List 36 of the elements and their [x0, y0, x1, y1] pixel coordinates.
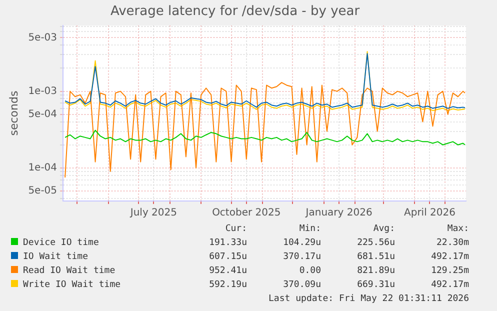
text: 681.51u — [356, 251, 396, 264]
text: Min: — [298, 223, 322, 236]
text: 370.17u — [282, 251, 322, 264]
text: 669.31u — [356, 279, 396, 292]
text: 0.00 — [298, 265, 322, 278]
text: Cur: — [224, 223, 248, 236]
y-tick-label: 5e-03 — [28, 32, 58, 44]
y-tick-label: 5e-04 — [28, 108, 58, 120]
text: 104.29u — [282, 237, 322, 250]
x-tick-label: April 2026 — [404, 208, 456, 219]
text: 22.30m — [435, 237, 470, 250]
y-tick-label: 1e-04 — [28, 162, 58, 174]
legend-label: Write IO Wait time — [22, 279, 122, 292]
text: 225.56u — [356, 237, 396, 250]
text: 191.33u — [208, 237, 248, 250]
text: 952.41u — [208, 265, 248, 278]
text: 492.17m — [430, 279, 470, 292]
text: 370.09u — [282, 279, 322, 292]
x-tick-label: October 2025 — [212, 208, 281, 219]
text: 492.17m — [430, 251, 470, 264]
text: 821.89u — [356, 265, 396, 278]
text: Avg: — [372, 223, 396, 236]
chart-title: Average latency for /dev/sda - by year — [110, 4, 360, 20]
y-tick-label: 1e-03 — [28, 86, 58, 97]
x-tick-label: July 2025 — [129, 208, 178, 219]
text: 592.19u — [208, 279, 248, 292]
y-axis-title: seconds — [7, 90, 20, 136]
legend-label: IO Wait time — [22, 251, 90, 264]
legend-label: Device IO time — [22, 237, 100, 250]
text: 129.25m — [430, 265, 470, 278]
text: 607.15u — [208, 251, 248, 264]
text: Max: — [446, 223, 470, 236]
y-tick-label: 5e-05 — [28, 186, 58, 197]
legend-label: Read IO Wait time — [22, 265, 116, 278]
text: Last update: Fri May 22 01:31:11 2026 — [268, 293, 470, 306]
x-tick-label: January 2026 — [304, 208, 372, 219]
